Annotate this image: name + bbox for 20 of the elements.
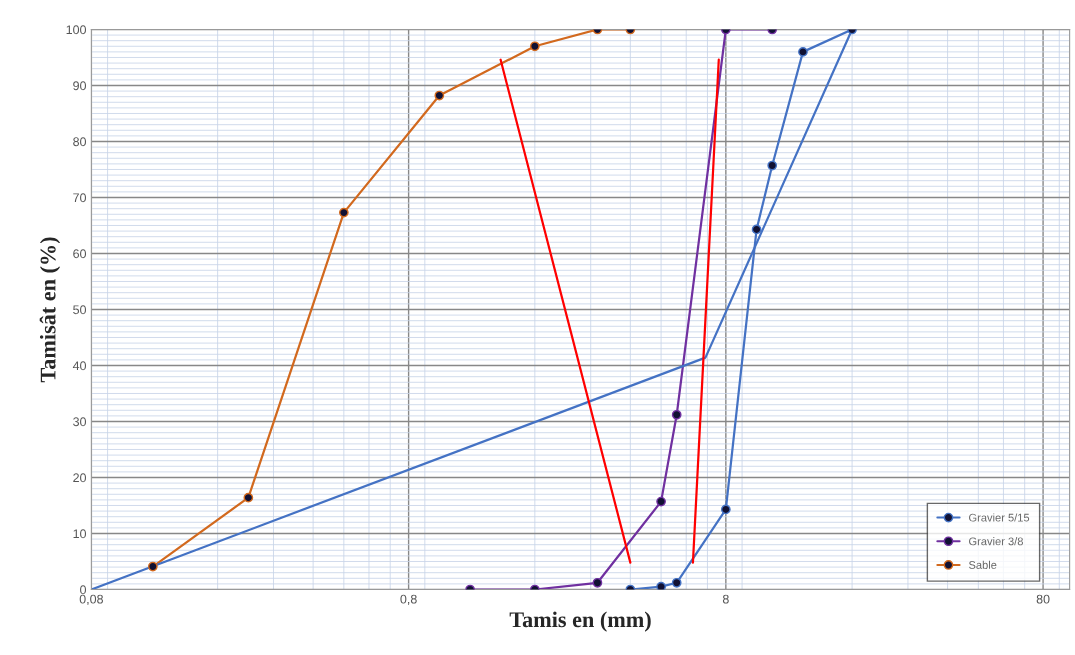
x-tick-label: 8 <box>722 594 729 604</box>
y-tick-label: 60 <box>73 249 87 259</box>
y-tick-label: 40 <box>72 361 87 371</box>
y-axis-title: Tamisât en (%) <box>39 237 61 383</box>
y-tick-label: 20 <box>73 473 87 483</box>
legend-label: Gravier 5/15 <box>969 513 1030 522</box>
x-tick-label: 80 <box>1036 594 1050 604</box>
x-tick-label: 0,8 <box>400 594 417 606</box>
x-axis-title: Tamis en (mm) <box>509 611 651 632</box>
y-tick-label: 90 <box>73 81 87 91</box>
x-tick-label: 0,08 <box>79 594 103 606</box>
y-tick-label: 30 <box>73 417 87 427</box>
y-tick-label: 10 <box>73 529 87 539</box>
y-tick-label: 100 <box>66 25 87 35</box>
legend-label: Sable <box>968 560 997 569</box>
y-tick-label: 0 <box>80 585 87 595</box>
y-tick-label: 70 <box>73 193 87 203</box>
legend-label: Gravier 3/8 <box>969 537 1023 546</box>
y-tick-label: 50 <box>73 305 87 315</box>
y-tick-label: 80 <box>73 137 87 147</box>
